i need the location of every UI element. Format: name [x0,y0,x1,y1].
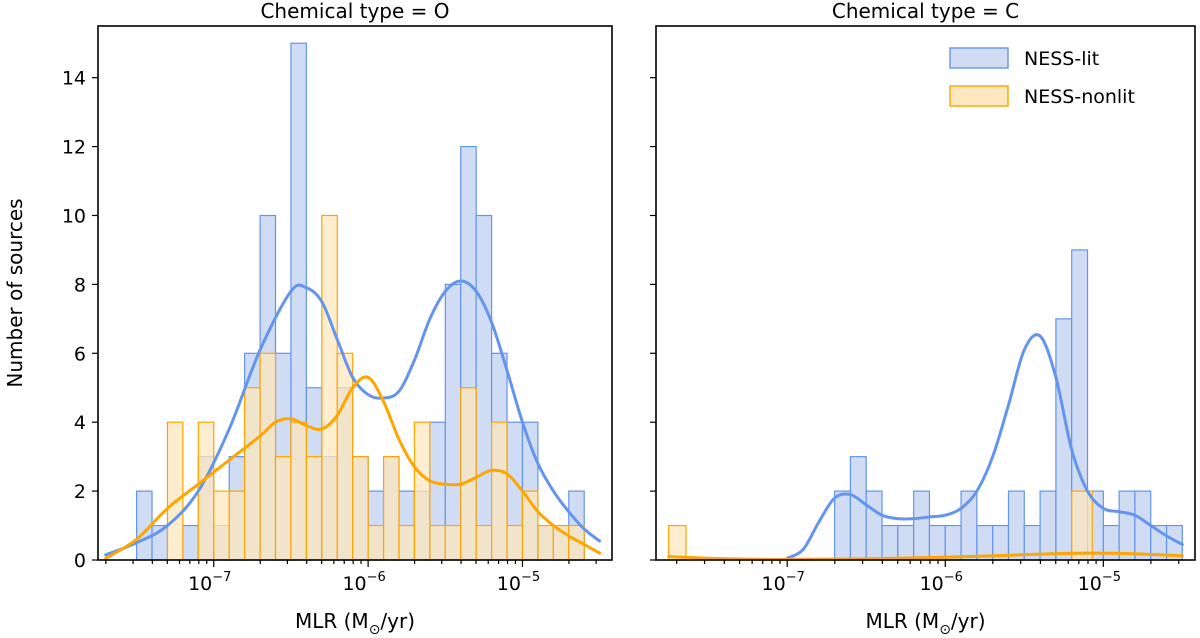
right-plot-frame [655,25,1196,561]
bar-ness-lit [182,524,199,561]
bar-ness-nonlit [429,524,446,561]
bar-ness-nonlit [290,421,307,561]
left-panel-title: Chemical type = O [260,0,449,23]
bar-ness-lit [1007,490,1025,561]
bar-ness-nonlit [491,421,508,561]
bar-ness-nonlit [475,524,493,561]
bar-ness-nonlit [213,490,230,561]
bar-ness-lit [444,283,462,561]
x-tick-label: 10−6 [920,570,963,595]
bar-ness-lit [944,524,962,561]
kde-ness-lit [104,279,602,557]
bar-ness-nonlit [382,456,400,561]
kde-ness-lit [785,333,1184,560]
bar-ness-lit [1039,490,1057,561]
bar-ness-nonlit [506,524,524,561]
bar-ness-nonlit [228,490,246,561]
panel-carbon: 10−7 10−6 10−5 Chemical type = C MLR (M⊙/y… [650,0,1196,638]
bar-ness-lit [1118,490,1136,561]
bar-ness-nonlit [1071,490,1093,561]
y-tick-label: 6 [74,343,86,365]
bar-ness-nonlit [413,421,431,561]
bar-ness-lit [865,490,883,561]
bar-ness-nonlit [274,456,292,561]
y-tick-label: 14 [62,68,86,90]
legend-swatch-ness-lit [949,47,1009,69]
bar-ness-nonlit [166,421,184,561]
right-x-axis-label: MLR (M⊙/yr) [865,609,985,638]
legend: NESS-lit NESS-nonlit [949,47,1135,108]
bar-ness-nonlit [321,214,338,561]
bar-ness-nonlit [197,421,215,561]
bar-ness-lit [881,524,899,561]
bars-ness-nonlit [668,490,1093,561]
left-x-axis-label: MLR (M⊙/yr) [295,609,415,638]
bar-ness-nonlit [367,524,385,561]
bar-ness-nonlit [305,456,323,561]
bar-ness-nonlit [259,352,277,561]
bar-ness-lit [913,490,931,561]
kde-ness-nonlit [104,375,602,560]
bar-ness-nonlit [352,456,369,561]
legend-label-ness-nonlit: NESS-nonlit [1024,86,1135,108]
right-panel-title: Chemical type = C [832,0,1019,23]
y-tick-label: 4 [74,412,86,434]
y-tick-label: 8 [74,274,86,296]
bar-ness-nonlit [537,524,554,561]
bar-ness-nonlit [460,387,477,561]
bar-ness-lit [928,524,946,561]
y-tick-label: 12 [62,137,86,159]
y-tick-label: 10 [62,205,86,227]
x-tick-label: 10−5 [1078,570,1121,595]
y-tick-label: 2 [74,481,86,503]
x-tick-label: 10−7 [762,570,805,595]
x-tick-label: 10−6 [342,570,385,595]
legend-swatch-ness-nonlit [949,85,1009,107]
bar-ness-nonlit [398,524,416,561]
y-axis-label: Number of sources [3,198,27,387]
bar-ness-nonlit [444,524,462,561]
x-tick-label: 10−5 [497,570,540,595]
panel-oxygen: 0 2 4 6 8 10 12 14 10−7 10−6 10−5 Chemical type =… [3,0,613,638]
bar-ness-lit [834,490,852,561]
left-plot-frame [97,25,613,561]
bar-ness-nonlit [668,524,687,561]
bar-ness-nonlit [244,387,261,561]
y-tick-label: 0 [74,550,86,572]
legend-label-ness-lit: NESS-lit [1024,48,1099,70]
bar-ness-lit [897,524,915,561]
bar-ness-lit [475,214,493,561]
x-tick-label: 10−7 [188,570,231,595]
bar-ness-lit [849,456,867,561]
bar-ness-nonlit [336,352,354,561]
